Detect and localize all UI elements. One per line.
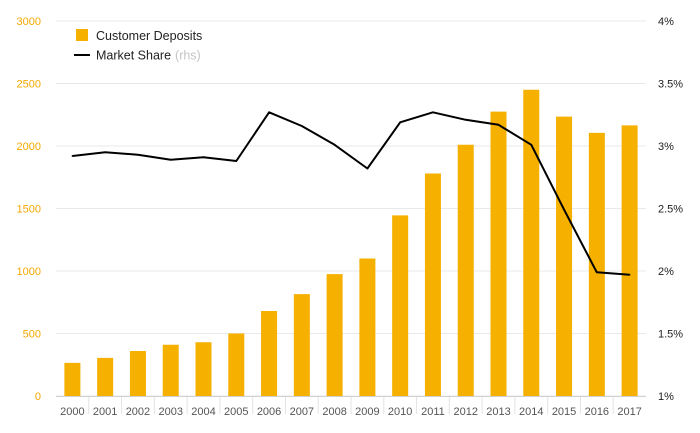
x-tick-label: 2011 (421, 406, 445, 418)
legend-swatch-customer-deposits (76, 29, 88, 41)
x-tick-label: 2001 (93, 406, 117, 418)
market-share-point-2013 (497, 123, 500, 126)
right-tick-label: 3% (658, 141, 674, 153)
left-tick-label: 500 (23, 329, 41, 341)
market-share-point-2017 (628, 273, 631, 276)
right-tick-label: 4% (658, 16, 674, 28)
x-tick-label: 2008 (322, 406, 346, 418)
market-share-point-2007 (301, 125, 303, 127)
market-share-point-2000 (71, 155, 74, 157)
bar-2009 (359, 258, 376, 396)
x-tick-label: 2005 (224, 406, 248, 418)
x-tick-label: 2003 (158, 406, 182, 418)
bar-2004 (195, 342, 212, 396)
market-share-point-2014 (530, 143, 533, 146)
x-tick-label: 2009 (355, 406, 379, 418)
bar-2013 (490, 111, 507, 396)
market-share-point-2010 (399, 121, 401, 124)
right-tick-label: 2.5% (658, 204, 683, 216)
right-tick-label: 3.5% (658, 79, 683, 91)
left-tick-label: 1500 (17, 204, 41, 216)
market-share-point-2002 (137, 153, 139, 156)
bar-2000 (64, 362, 81, 396)
bar-2002 (129, 351, 146, 396)
legend-label-customer-deposits: Customer Deposits (96, 29, 202, 43)
market-share-point-2008 (333, 143, 336, 146)
market-share-point-2009 (366, 167, 369, 170)
x-tick-label: 2004 (191, 406, 215, 418)
market-share-point-2011 (432, 111, 434, 114)
x-tick-label: 2017 (617, 406, 641, 418)
right-tick-label: 1.5% (658, 329, 683, 341)
x-tick-label: 2007 (290, 406, 314, 418)
left-axis: 0 500 1000 1500 2000 2500 3000 (17, 16, 41, 403)
legend: Customer Deposits Market Share (rhs) (74, 29, 202, 63)
bar-2003 (162, 344, 179, 396)
bar-2001 (97, 357, 114, 396)
market-share-point-2001 (104, 151, 106, 154)
bar-2015 (556, 116, 573, 396)
bar-2007 (293, 294, 310, 396)
market-share-point-2015 (563, 208, 565, 211)
left-tick-label: 2000 (17, 141, 41, 153)
x-tick-label: 2013 (486, 406, 510, 418)
x-tick-label: 2016 (585, 406, 609, 418)
left-tick-label: 0 (35, 391, 41, 403)
bar-2014 (523, 89, 540, 396)
x-tick-label: 2006 (257, 406, 281, 418)
market-share-point-2004 (202, 156, 205, 159)
x-tick-label: 2015 (552, 406, 576, 418)
bar-2017 (621, 125, 638, 396)
right-tick-label: 2% (658, 266, 674, 278)
legend-label-market-share: Market Share (rhs) (96, 49, 201, 63)
x-tick-label: 2012 (453, 406, 477, 418)
x-tick-label: 2014 (519, 406, 543, 418)
bar-2010 (392, 215, 409, 396)
right-axis: 1% 1.5% 2% 2.5% 3% 3.5% 4% (658, 16, 683, 403)
x-axis: 2000 2001 2002 2003 2004 2005 2006 2007 2008 2009… (56, 396, 646, 418)
left-tick-label: 2500 (17, 79, 41, 91)
market-share-point-2003 (169, 158, 172, 161)
bar-2012 (457, 144, 474, 396)
market-share-point-2016 (596, 271, 598, 274)
grid (56, 20, 646, 397)
bar-2008 (326, 274, 343, 396)
market-share-line (72, 111, 630, 276)
x-tick-label: 2002 (126, 406, 150, 418)
x-tick-label: 2000 (60, 406, 84, 418)
left-tick-label: 1000 (17, 266, 41, 278)
market-share-point-2006 (268, 111, 270, 114)
market-share-point-2005 (235, 160, 238, 162)
bar-series-customer-deposits (64, 89, 638, 396)
bar-2011 (424, 173, 441, 396)
bar-2016 (588, 132, 605, 396)
left-tick-label: 3000 (17, 16, 41, 28)
bar-2005 (228, 333, 245, 396)
x-tick-label: 2010 (388, 406, 412, 418)
bar-2006 (261, 311, 278, 396)
market-share-point-2012 (464, 118, 467, 121)
line-series-market-share (71, 111, 631, 276)
right-tick-label: 1% (658, 391, 674, 403)
